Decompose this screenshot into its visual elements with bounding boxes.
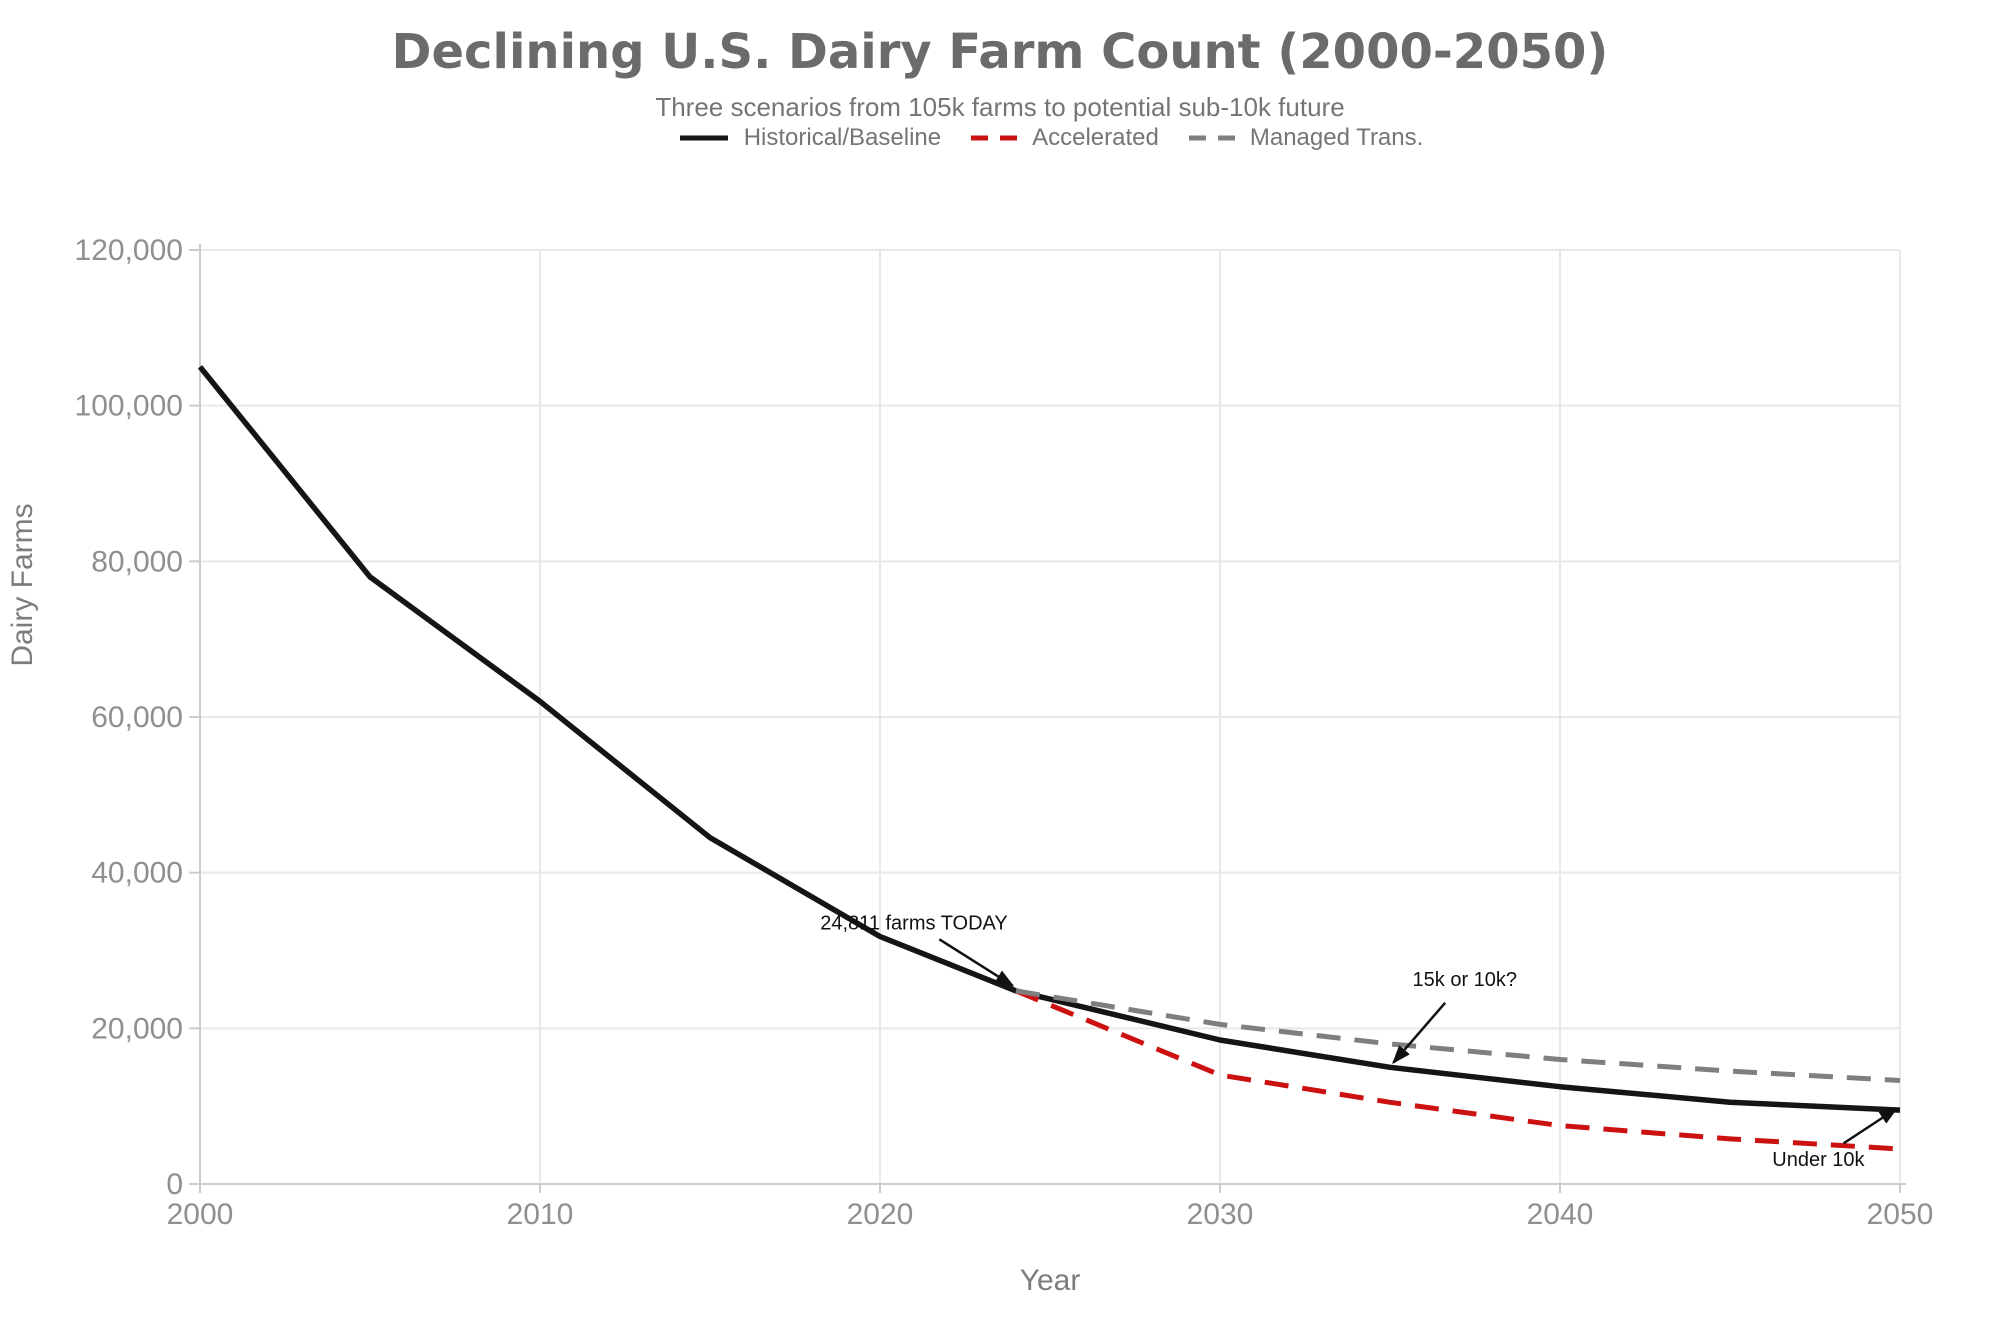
legend-item-historical-baseline: Historical/Baseline [677, 124, 941, 152]
x-axis-title: Year [1020, 1264, 1081, 1297]
legend-label-managed-trans: Managed Trans. [1249, 124, 1424, 151]
annotation-arrow-2 [1842, 1107, 1899, 1145]
series-line-historical-baseline [197, 365, 1901, 1113]
x-tick-label-2050: 2050 [1867, 1198, 1934, 1231]
y-tick-label-120000: 120,000 [75, 234, 183, 267]
y-tick-label-20000: 20,000 [91, 1012, 183, 1045]
legend-swatch-gray-dashed-line-icon [1188, 135, 1236, 141]
x-tick-label-2020: 2020 [847, 1198, 914, 1231]
chart-legend: Historical/Baseline Accelerated Managed … [200, 122, 1900, 154]
annotation-text-1: 15k or 10k? [1413, 969, 1518, 991]
legend-label-historical-baseline: Historical/Baseline [743, 124, 942, 151]
series-line-managed-trans- [1015, 988, 1901, 1083]
chart-title: Declining U.S. Dairy Farm Count (2000-20… [391, 24, 1609, 80]
y-tick-label-40000: 40,000 [91, 857, 183, 890]
axes: 0 20,000 40,000 60,000 80,000 100,000 120,000 2… [6, 234, 1933, 1297]
legend-swatch-solid-line-icon [679, 135, 728, 141]
legend-item-accelerated: Accelerated [969, 124, 1159, 152]
annotations: 24,811 farms TODAY 15k or 10k? Under 10k [820, 912, 1899, 1171]
annotation-text-2: Under 10k [1772, 1149, 1865, 1171]
annotation-text-0: 24,811 farms TODAY [820, 912, 1008, 934]
annotation-arrow-1 [1392, 1001, 1447, 1065]
x-tick-label-2000: 2000 [167, 1198, 234, 1231]
y-tick-label-0: 0 [166, 1168, 183, 1201]
annotation-arrow-0 [938, 938, 1015, 987]
y-axis-title: Dairy Farms [6, 503, 39, 666]
series-lines [197, 365, 1901, 1152]
chart-subtitle: Three scenarios from 105k farms to poten… [655, 92, 1345, 122]
legend-item-managed-trans: Managed Trans. [1187, 124, 1423, 152]
x-tick-label-2010: 2010 [507, 1198, 574, 1231]
legend-label-accelerated: Accelerated [1032, 124, 1159, 151]
y-tick-label-60000: 60,000 [91, 701, 183, 734]
series-line-accelerated [1015, 988, 1901, 1152]
gridlines [200, 249, 1901, 1184]
legend-swatch-red-dashed-line-icon [971, 135, 1019, 141]
x-tick-label-2030: 2030 [1187, 1198, 1254, 1231]
y-tick-label-100000: 100,000 [75, 390, 183, 423]
x-tick-label-2040: 2040 [1527, 1198, 1594, 1231]
y-tick-label-80000: 80,000 [91, 545, 183, 578]
